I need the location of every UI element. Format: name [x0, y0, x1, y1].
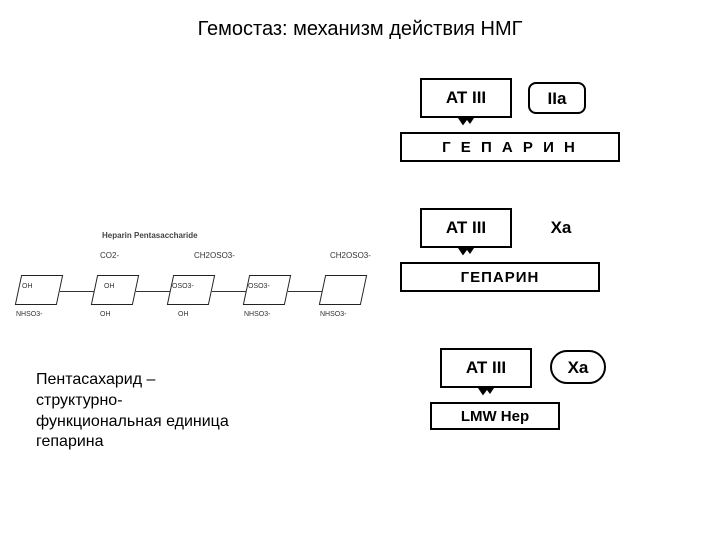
strip-notch [478, 390, 496, 402]
chem-sub: OH [104, 283, 115, 290]
mechanism-block-3: AT III Xa LMW Hep [420, 348, 660, 438]
chem-sub: OH [178, 311, 189, 318]
factor-iia: IIa [528, 82, 586, 114]
chem-top-label: CO2- [100, 251, 119, 260]
mechanism-block-2: AT III Xa ГЕПАРИН [400, 208, 660, 298]
sugar-ring [15, 275, 63, 305]
glyco-bond [288, 291, 322, 292]
glyco-bond [136, 291, 170, 292]
glyco-bond [60, 291, 94, 292]
mechanism-block-1: AT III IIa Г Е П А Р И Н [400, 78, 660, 168]
at-iii-box: AT III [420, 208, 512, 248]
heparin-strip-mid: ГЕПАРИН [400, 262, 600, 292]
chem-top-label: CH2OSO3- [330, 251, 371, 260]
lmw-hep-strip: LMW Hep [430, 402, 560, 430]
sugar-ring [167, 275, 215, 305]
at-iii-box: AT III [420, 78, 512, 118]
chem-sub: OH [22, 283, 33, 290]
pentasaccharide-caption: Пентасахарид – структурно- функциональна… [36, 370, 296, 453]
chem-sub: NHSO3- [16, 311, 42, 318]
heparin-strip-full: Г Е П А Р И Н [400, 132, 620, 162]
pentasaccharide-structure: Heparin Pentasaccharide CO2- CH2OSO3- CH… [12, 255, 392, 355]
sugar-ring [91, 275, 139, 305]
strip-notch [458, 120, 476, 132]
sugar-ring [243, 275, 291, 305]
glyco-bond [212, 291, 246, 292]
factor-xa: Xa [536, 214, 586, 242]
chem-sub: NHSO3- [320, 311, 346, 318]
chem-sub: NHSO3- [244, 311, 270, 318]
page-title: Гемостаз: механизм действия НМГ [0, 0, 720, 41]
strip-notch [458, 250, 476, 262]
chem-sub: OSO3- [172, 283, 194, 290]
at-iii-box: AT III [440, 348, 532, 388]
chem-sub: OSO3- [248, 283, 270, 290]
chem-sub: OH [100, 311, 111, 318]
chem-title: Heparin Pentasaccharide [102, 231, 198, 240]
factor-xa-oval: Xa [550, 350, 606, 384]
sugar-ring [319, 275, 367, 305]
chem-top-label: CH2OSO3- [194, 251, 235, 260]
